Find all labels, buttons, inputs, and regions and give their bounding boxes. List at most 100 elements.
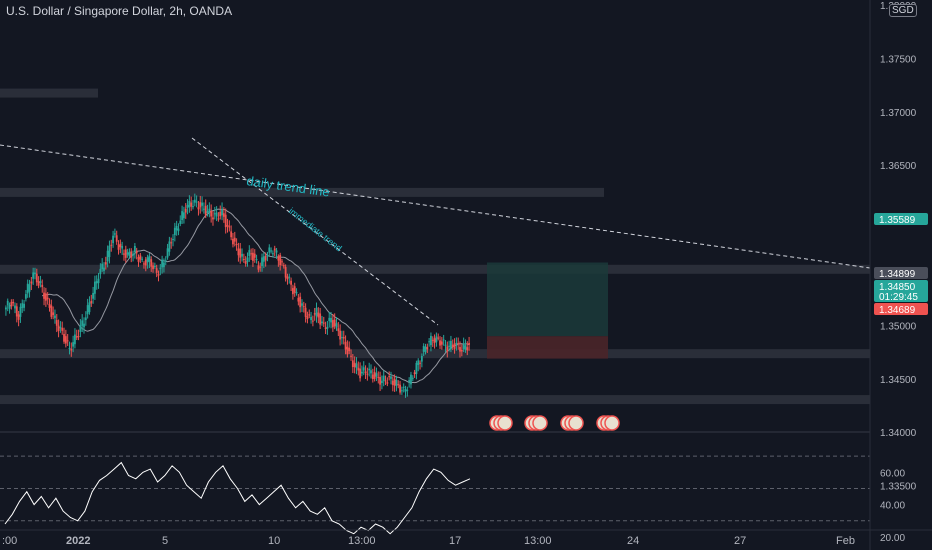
candle-body — [70, 348, 73, 351]
candle-body — [391, 380, 394, 385]
candle-body — [419, 362, 421, 364]
candle-body — [30, 281, 33, 284]
price-label-box — [874, 280, 928, 302]
candle-body — [442, 339, 445, 341]
candle-body — [54, 315, 56, 319]
time-tick-label: 5 — [162, 535, 168, 547]
candle-body — [103, 267, 105, 271]
candle-body — [133, 245, 136, 253]
bar-countdown: 01:29:45 — [879, 292, 918, 303]
candle-body — [6, 300, 9, 306]
candle-body — [297, 297, 300, 302]
flag-icon[interactable] — [497, 415, 513, 431]
candle-body — [390, 376, 392, 379]
candle-body — [328, 317, 331, 322]
candle-body — [106, 250, 109, 262]
candle-body — [68, 347, 71, 349]
candle-body — [215, 212, 218, 217]
support-resistance-zone — [0, 395, 870, 405]
candle-body — [357, 367, 360, 371]
candle-body — [8, 305, 11, 309]
long-position-tool[interactable] — [487, 262, 608, 359]
flag-icon[interactable] — [568, 415, 584, 431]
candle-body — [388, 376, 391, 378]
candle-body — [450, 341, 452, 350]
candle-body — [371, 374, 374, 380]
candle-body — [350, 355, 352, 357]
candle-body — [426, 346, 429, 350]
candle-body — [281, 261, 283, 263]
candle-body — [146, 257, 149, 263]
candle-body — [139, 255, 142, 260]
candle-body — [19, 306, 22, 317]
candle-body — [221, 208, 223, 216]
candle-body — [295, 291, 298, 294]
candle-body — [117, 244, 120, 250]
candle-body — [326, 326, 329, 329]
candle-body — [313, 313, 316, 315]
stop-loss-zone[interactable] — [487, 336, 608, 359]
candle-body — [239, 248, 242, 258]
candle-body — [341, 337, 343, 339]
candle-body — [155, 268, 158, 273]
time-tick-label: 2022 — [66, 535, 90, 547]
candle-body — [170, 242, 173, 244]
candle-body — [157, 274, 160, 276]
immediate-trend-line[interactable] — [191, 137, 439, 326]
candle-body — [339, 330, 342, 340]
candle-body — [12, 301, 15, 304]
candle-body — [242, 259, 245, 261]
flag-icon[interactable] — [604, 415, 620, 431]
time-tick-label: 10 — [268, 535, 280, 547]
candle-body — [24, 294, 27, 299]
candle-body — [128, 251, 131, 256]
candle-body — [319, 313, 322, 325]
candle-body — [406, 389, 409, 391]
candle-body — [460, 350, 463, 352]
candle-body — [152, 265, 154, 270]
candle-body — [437, 337, 440, 339]
candle-body — [50, 305, 53, 317]
candle-body — [63, 333, 65, 342]
currency-badge[interactable]: SGD — [889, 4, 917, 17]
rsi-panel — [0, 431, 870, 535]
candle-body — [188, 200, 191, 208]
economic-event-flag[interactable] — [489, 415, 513, 431]
candle-body — [166, 248, 169, 258]
candle-body — [324, 327, 327, 329]
economic-event-flag[interactable] — [596, 415, 620, 431]
candle-body — [59, 327, 62, 329]
candle-body — [5, 307, 7, 310]
candle-body — [250, 253, 253, 255]
candle-body — [72, 342, 75, 347]
candle-body — [404, 389, 407, 392]
candle-body — [448, 345, 451, 347]
candle-body — [137, 256, 140, 262]
candle-body — [262, 256, 265, 262]
candle-body — [233, 237, 236, 242]
candle-body — [380, 380, 383, 384]
candle-body — [90, 300, 93, 304]
candle-body — [346, 346, 349, 355]
candle-body — [77, 336, 80, 338]
candle-body — [462, 343, 465, 349]
support-resistance-zone — [0, 349, 870, 359]
candle-body — [333, 319, 336, 327]
candle-body — [252, 252, 254, 261]
candle-body — [112, 235, 114, 244]
profit-target-zone[interactable] — [487, 262, 608, 337]
time-axis[interactable]: :00 2022 5 10 13:00 17 13:00 24 27 Feb — [0, 529, 932, 547]
event-flags[interactable] — [489, 415, 620, 431]
candle-body — [192, 206, 194, 208]
economic-event-flag[interactable] — [524, 415, 548, 431]
candle-body — [88, 302, 91, 313]
candle-body — [23, 303, 25, 308]
candle-body — [255, 259, 258, 261]
economic-event-flag[interactable] — [560, 415, 584, 431]
flag-icon[interactable] — [532, 415, 548, 431]
candle-body — [375, 373, 378, 377]
candle-body — [184, 208, 187, 213]
time-tick-label: :00 — [2, 535, 17, 547]
candle-body — [97, 278, 100, 284]
